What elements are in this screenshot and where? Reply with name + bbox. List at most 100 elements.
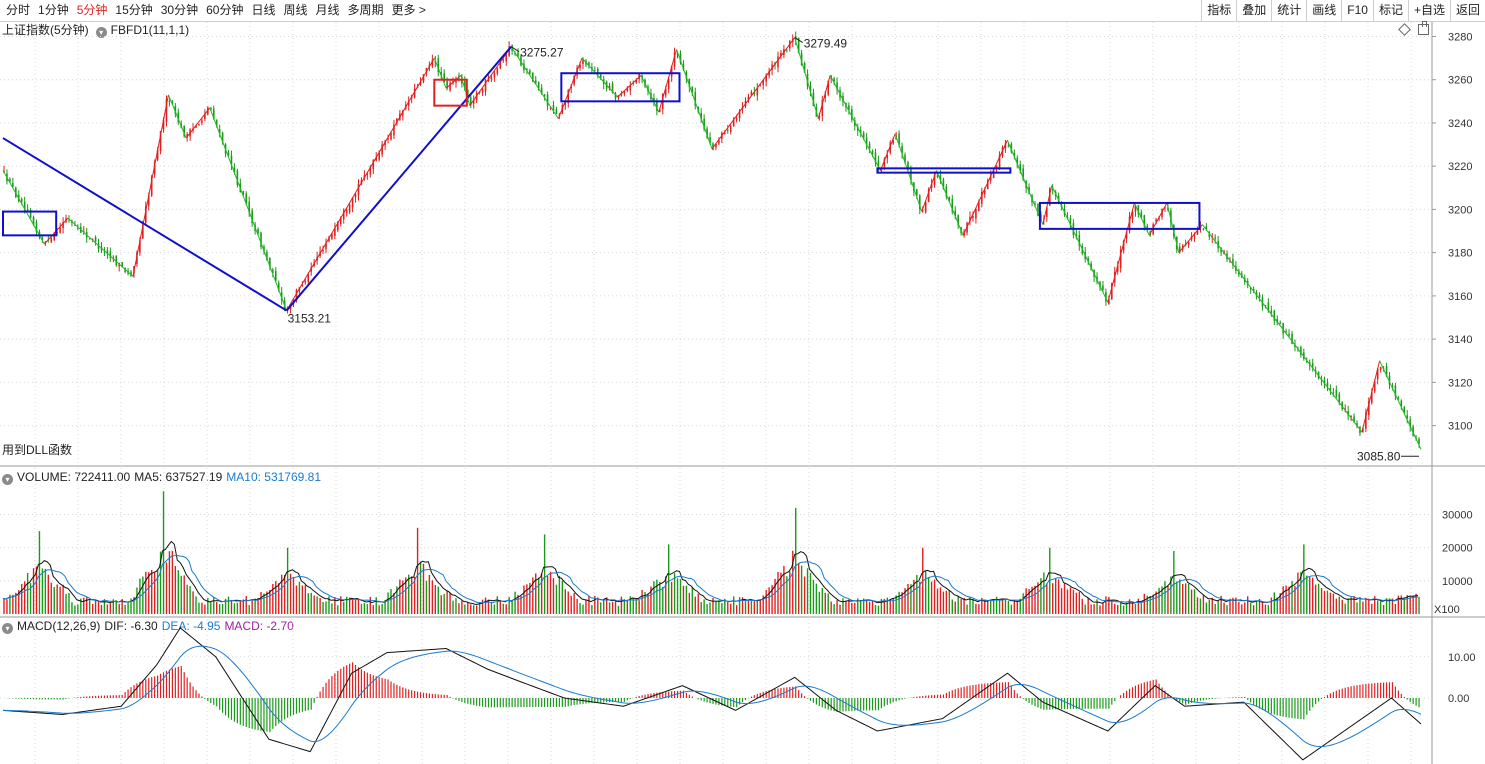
zigzag-segment — [829, 75, 881, 171]
candle-body — [242, 191, 245, 195]
candle-body — [139, 240, 141, 253]
candle-body — [880, 169, 883, 171]
dea-label: DEA: -4.95 — [161, 619, 221, 633]
candle-body — [1105, 292, 1107, 302]
candle-body — [53, 233, 56, 241]
candle-body — [877, 160, 880, 170]
toolbar-button[interactable]: 统计 — [1271, 0, 1306, 21]
toolbar-button[interactable]: 标记 — [1372, 0, 1408, 21]
period-tab[interactable]: 多周期 — [347, 3, 384, 17]
toolbar-button[interactable]: 画线 — [1306, 0, 1341, 21]
candle-body — [266, 252, 268, 261]
candle-body — [215, 119, 218, 127]
candle-body — [186, 133, 188, 138]
zigzag-segment — [209, 107, 288, 311]
toolbar-button[interactable]: 叠加 — [1236, 0, 1271, 21]
candle-body — [780, 52, 782, 56]
settings-circle-icon[interactable]: ▾ — [95, 27, 107, 38]
candle-body — [1187, 241, 1190, 245]
period-tab[interactable]: 15分钟 — [115, 3, 153, 17]
candle-body — [342, 210, 345, 220]
candle-body — [567, 90, 570, 104]
candle-body — [221, 132, 224, 143]
candle-body — [851, 109, 853, 120]
candle-body — [664, 88, 667, 96]
candle-body — [1178, 246, 1181, 252]
candle-body — [1326, 382, 1329, 387]
candle-body — [1397, 397, 1400, 400]
candle-body — [20, 198, 23, 202]
candle-body — [381, 144, 383, 155]
candle-body — [1220, 248, 1222, 253]
panel-title-text: 上证指数(5分钟) — [2, 23, 89, 37]
candle-body — [68, 219, 70, 221]
candle-body — [1379, 366, 1382, 370]
candle-body — [1400, 400, 1403, 406]
dll-note: 用到DLL函数 — [2, 443, 73, 457]
candle-body — [638, 73, 640, 80]
candle-body — [1261, 297, 1264, 307]
candle-body — [948, 196, 951, 201]
candle-body — [904, 154, 906, 163]
candle-body — [1365, 412, 1367, 429]
toolbar-button[interactable]: +自选 — [1407, 0, 1450, 21]
candle-body — [732, 120, 735, 127]
candle-body — [1285, 331, 1287, 333]
candle-body — [986, 180, 989, 189]
candle-body — [724, 132, 726, 134]
candle-body — [983, 190, 986, 195]
indicator-name[interactable]: FBFD1(11,1,1) — [110, 23, 190, 37]
candle-body — [596, 68, 599, 74]
candle-body — [437, 58, 440, 73]
candle-body — [508, 46, 510, 56]
toolbar-button[interactable]: 指标 — [1201, 0, 1236, 21]
candle-body — [233, 167, 236, 173]
period-tab[interactable]: 5分钟 — [76, 3, 108, 17]
candle-body — [632, 82, 635, 84]
period-tab[interactable]: 日线 — [251, 3, 276, 17]
candle-body — [1099, 281, 1101, 287]
candle-body — [387, 138, 389, 140]
collapse-circle-icon[interactable]: ▾ — [2, 623, 13, 634]
candle-body — [109, 251, 112, 259]
candle-body — [230, 155, 233, 165]
candle-body — [981, 191, 983, 204]
candle-body — [1155, 219, 1157, 222]
candle-body — [1007, 145, 1010, 147]
candle-body — [38, 231, 41, 237]
macd-params[interactable]: MACD(12,26,9) — [17, 619, 101, 633]
candle-body — [1131, 211, 1134, 219]
period-tab[interactable]: 60分钟 — [206, 3, 244, 17]
candle-body — [130, 271, 132, 277]
candle-body — [62, 222, 64, 229]
toolbar-button[interactable]: F10 — [1341, 0, 1373, 21]
candle-body — [862, 132, 865, 139]
period-tab[interactable]: 1分钟 — [38, 3, 69, 17]
candle-body — [715, 143, 717, 148]
macd-panel-title: ▾ MACD(12,26,9) DIF: -6.30 DEA: -4.95 MACD: … — [2, 619, 298, 634]
y-tick-label: 3280 — [1448, 31, 1472, 43]
y-tick-label: 3180 — [1448, 248, 1472, 260]
candle-body — [1013, 153, 1016, 156]
candle-body — [747, 96, 750, 101]
candle-body — [1004, 143, 1007, 149]
period-tab[interactable]: 30分钟 — [160, 3, 199, 17]
candle-body — [369, 166, 372, 175]
candle-body — [1019, 164, 1022, 171]
collapse-circle-icon[interactable]: ▾ — [2, 474, 13, 485]
candle-body — [375, 157, 378, 161]
candle-body — [582, 59, 584, 64]
period-tab[interactable]: 月线 — [315, 3, 340, 17]
candlesticks — [3, 31, 1420, 448]
lock-icon[interactable] — [1418, 21, 1429, 35]
candle-body — [236, 170, 239, 185]
period-tab[interactable]: 周线 — [283, 3, 308, 17]
candle-body — [871, 150, 874, 155]
candle-body — [1418, 439, 1420, 444]
toolbar-button[interactable]: 返回 — [1449, 0, 1485, 21]
candle-body — [916, 189, 918, 196]
ma5-label: MA5: 637527.19 — [134, 470, 223, 484]
period-tab[interactable]: 分时 — [6, 3, 31, 17]
period-tab[interactable]: 更多 > — [391, 3, 426, 17]
